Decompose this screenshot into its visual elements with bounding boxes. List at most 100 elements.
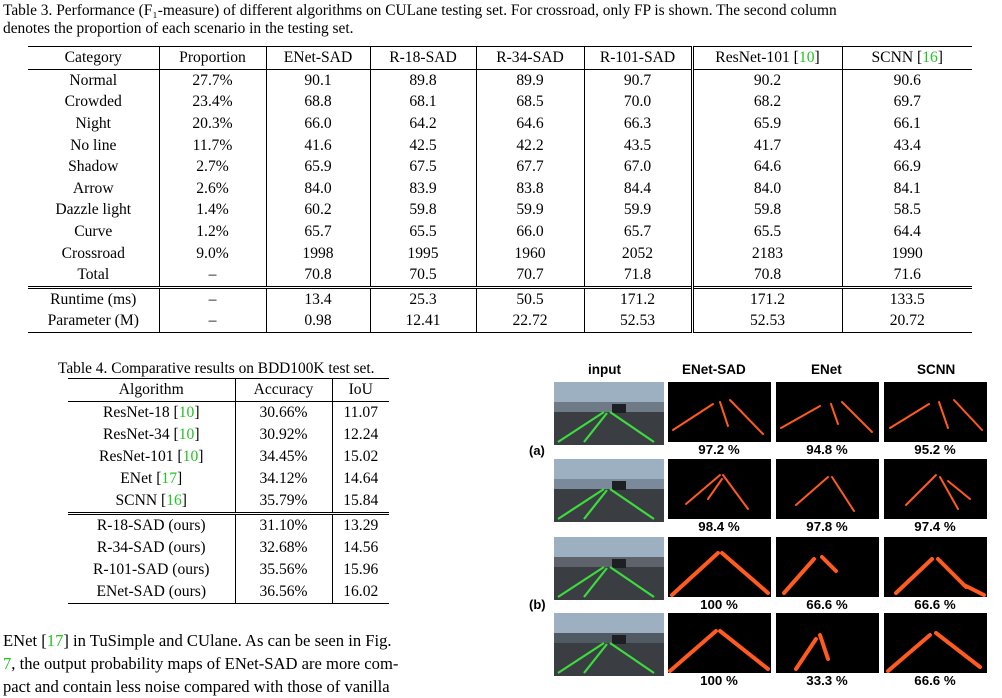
table-cell: 20.72	[841, 310, 972, 334]
table-cell: Parameter (M)	[28, 310, 159, 334]
lane-probability-map	[668, 459, 771, 519]
table4-header-row: Algorithm Accuracy IoU	[68, 378, 389, 402]
table-row: Normal 27.7% 90.1 89.8 89.9 90.7 90.2 90.6	[28, 69, 972, 92]
citation-link[interactable]: 10	[178, 404, 195, 421]
table-cell: Normal	[69, 71, 118, 89]
table-cell: 70.7	[475, 264, 584, 288]
citation-link[interactable]: 16	[922, 49, 938, 66]
table-cell: ResNet-34 [10]	[102, 426, 200, 443]
table-cell: Crowded	[64, 93, 122, 111]
table-cell: 66.9	[841, 156, 972, 178]
table-cell: 70.0	[583, 91, 692, 114]
citation-link[interactable]: 16	[166, 492, 182, 509]
table-cell: 68.5	[475, 91, 584, 114]
table-cell: 11.07	[331, 401, 389, 424]
table-row: R-34-SAD (ours) 32.68% 14.56	[68, 537, 389, 559]
table-cell: 35.56%	[234, 559, 332, 581]
table-cell: Runtime (ms)	[28, 285, 159, 311]
accuracy-label: 97.4 %	[914, 519, 956, 534]
table-cell: 59.8	[369, 199, 476, 222]
lane-probability-map	[884, 382, 987, 442]
table-cell: 64.4	[841, 221, 972, 243]
table-cell: 50.5	[475, 285, 584, 311]
table-cell: ENet [17]	[120, 470, 183, 487]
citation-link[interactable]: 10	[798, 49, 815, 66]
table-cell: 90.1	[265, 69, 370, 92]
table-cell: 66.0	[475, 221, 584, 243]
table-cell: R-18-SAD (ours)	[68, 512, 235, 537]
table-cell: 1.2%	[158, 221, 266, 243]
table-cell: 42.5	[369, 134, 476, 157]
table-cell: 15.02	[331, 446, 389, 468]
citation-link[interactable]: 17	[161, 470, 178, 487]
fig-header-enet: ENet	[811, 362, 842, 377]
figure-link[interactable]: 7	[3, 654, 12, 673]
table-cell: 84.1	[841, 177, 972, 200]
table-row: ENet-SAD (ours) 36.56% 16.02	[68, 581, 389, 604]
table-row: Night 20.3% 66.0 64.2 64.6 66.3 65.9 66.1	[28, 113, 972, 135]
table-row: Crossroad 9.0% 1998 1995 1960 2052 2183 1990	[28, 242, 972, 265]
accuracy-label: 66.6 %	[914, 597, 956, 612]
accuracy-label: 95.2 %	[914, 442, 956, 457]
table-cell: 16.02	[331, 581, 389, 604]
table-cell: SCNN [16]	[115, 492, 187, 509]
table-cell: 2052	[583, 242, 692, 265]
table-cell: 68.2	[690, 91, 842, 114]
input-road-image	[554, 382, 664, 445]
table-cell: 34.12%	[234, 468, 332, 490]
table-cell: 0.98	[265, 310, 370, 334]
table-row: Arrow 2.6% 84.0 83.9 83.8 84.4 84.0 84.1	[28, 177, 972, 200]
table-cell: 67.7	[475, 156, 584, 178]
table-cell: 15.84	[331, 490, 389, 514]
table-cell: 1995	[369, 242, 476, 265]
fig-header-enet-sad: ENet-SAD	[682, 362, 746, 377]
table-cell: 41.7	[690, 134, 842, 157]
table-cell: 1960	[475, 242, 584, 265]
table-cell: 66.0	[265, 113, 370, 135]
table-cell: 36.56%	[234, 581, 332, 604]
table3-caption-line1: Table 3. Performance (F₁-measure) of dif…	[3, 2, 837, 19]
citation-link[interactable]: 10	[178, 426, 195, 443]
table-cell: 89.8	[369, 69, 476, 92]
lane-probability-map	[776, 613, 879, 673]
table-cell: 35.79%	[234, 490, 332, 514]
table3-caption: Table 3. Performance (F₁-measure) of dif…	[3, 2, 998, 38]
table-row: ResNet-34 [10] 30.92% 12.24	[68, 424, 389, 446]
table-cell: 66.1	[841, 113, 972, 135]
lane-probability-map	[668, 613, 771, 673]
table-cell: 13.29	[331, 512, 389, 537]
table-cell: 68.8	[265, 91, 370, 114]
table-cell: 58.5	[841, 199, 972, 222]
accuracy-label: 66.6 %	[914, 673, 956, 688]
table-cell: 11.7%	[158, 134, 266, 157]
table-cell: ENet-SAD (ours)	[68, 581, 235, 604]
table-cell: ResNet-18 [10]	[102, 404, 200, 421]
table-cell: 2.7%	[158, 156, 266, 178]
table-cell: 65.5	[690, 221, 842, 243]
input-road-image	[554, 613, 664, 676]
table-cell: 1.4%	[158, 199, 266, 222]
accuracy-label: 100 %	[700, 673, 738, 688]
table4-caption: Table 4. Comparative results on BDD100K …	[58, 360, 375, 377]
table-cell: 14.64	[331, 468, 389, 490]
header-scnn: SCNN [16]	[841, 46, 972, 70]
table3-header-row: Category Proportion ENet-SAD R-18-SAD R-…	[28, 46, 972, 70]
table-cell: 15.96	[331, 559, 389, 581]
table-cell: 1998	[265, 242, 370, 265]
table-cell: Night	[75, 114, 112, 132]
header-category: Category	[28, 46, 159, 70]
accuracy-label: 100 %	[700, 597, 738, 612]
table-cell: 71.8	[583, 264, 692, 288]
table-cell: R-101-SAD (ours)	[92, 561, 210, 578]
table-cell: 68.1	[369, 91, 476, 114]
table-cell: ResNet-101 [10]	[99, 448, 204, 465]
table-row: Runtime (ms) –13.4 25.3 50.5 171.2 171.2 133.5	[28, 285, 972, 311]
table-cell: 52.53	[690, 310, 842, 334]
citation-link[interactable]: 17	[46, 631, 64, 650]
table-cell: 52.53	[583, 310, 692, 334]
citation-link[interactable]: 10	[182, 448, 199, 465]
table-cell: 71.6	[841, 264, 972, 288]
table-cell: Total	[77, 266, 110, 284]
body-paragraph: ENet [17] in TuSimple and CUlane. As can…	[3, 631, 399, 696]
lane-probability-map	[884, 613, 987, 673]
